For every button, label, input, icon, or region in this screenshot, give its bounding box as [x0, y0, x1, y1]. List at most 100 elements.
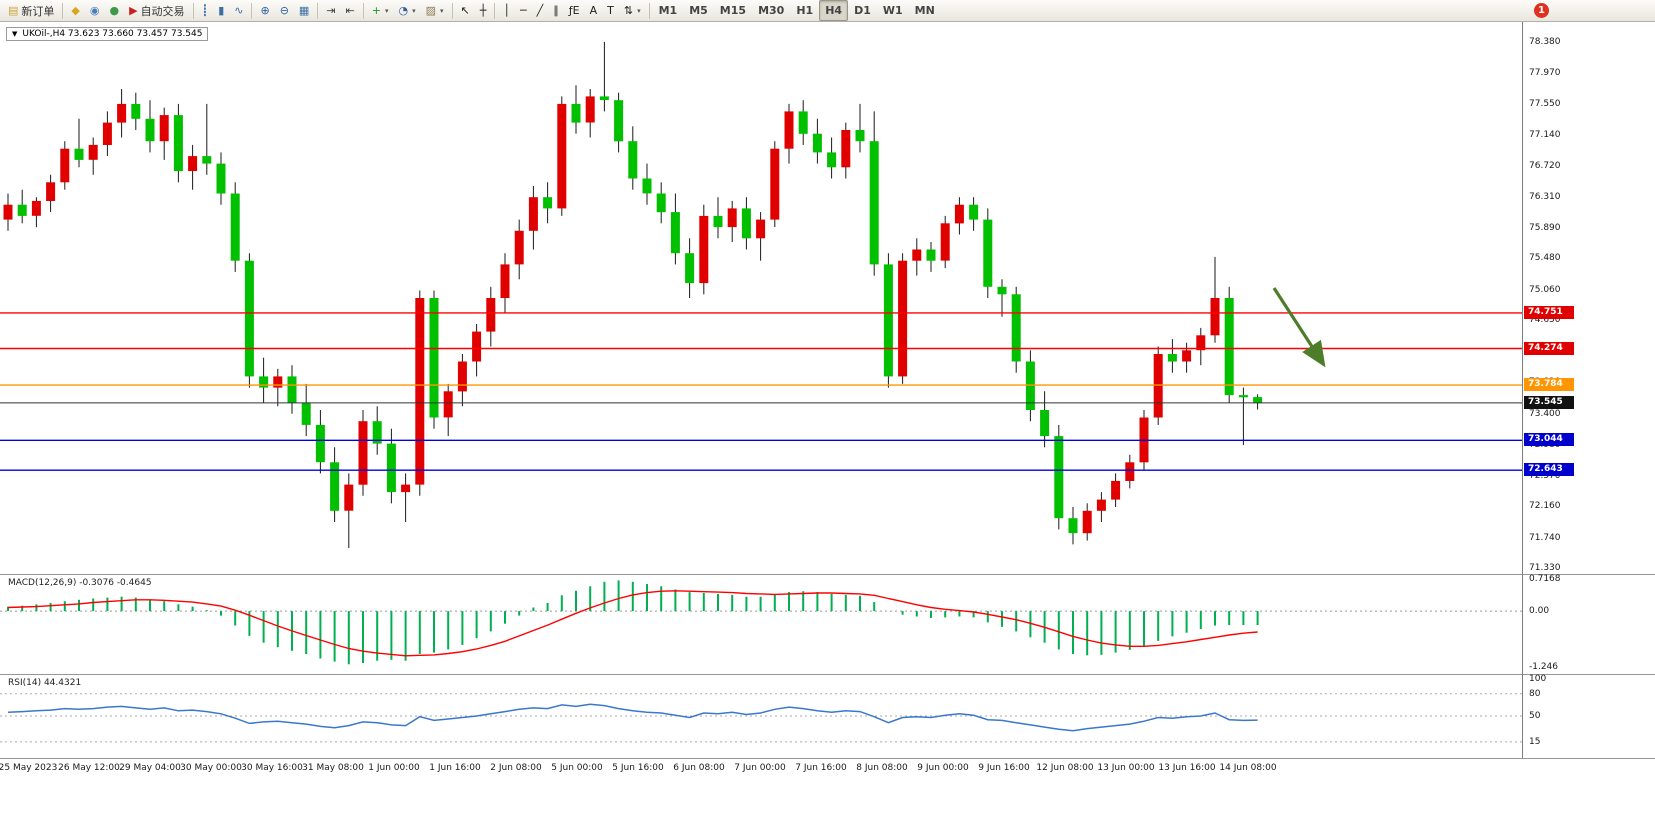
price-tag-73.044: 73.044	[1524, 433, 1574, 447]
dropdown-caret-icon[interactable]: ▾	[384, 6, 389, 15]
price-tag-72.643: 72.643	[1524, 463, 1574, 477]
cursor-arrow-icon: ↖	[460, 4, 470, 17]
timeframe-w1-button-label: W1	[882, 4, 903, 17]
bar-chart-button[interactable]: ┋	[197, 0, 214, 21]
crosshair-button[interactable]: ┼	[475, 0, 492, 21]
vertical-line-icon: │	[503, 4, 510, 17]
autotrading-button[interactable]: ▶ 自动交易	[124, 0, 189, 21]
trendline-button[interactable]: ╱	[532, 0, 549, 21]
price-tag-74.751: 74.751	[1524, 305, 1574, 319]
timeframe-d1-button[interactable]: D1	[848, 0, 877, 21]
toolbar-separator	[251, 2, 253, 19]
rsi-scale-label: 100	[1529, 674, 1547, 684]
timeframe-m5-button-label: M5	[689, 4, 708, 17]
horizontal-line-icon: ─	[520, 4, 527, 17]
timeframe-m5-button[interactable]: M5	[683, 0, 714, 21]
timeframe-h1-button[interactable]: H1	[790, 0, 819, 21]
timeframe-mn-button[interactable]: MN	[909, 0, 941, 21]
indicators-plus-icon: +	[371, 4, 381, 17]
panel-splitter[interactable]	[0, 674, 1655, 675]
chevron-down-icon[interactable]: ▼	[12, 30, 18, 38]
time-axis-label: 2 Jun 08:00	[490, 763, 542, 773]
price-tag-74.274: 74.274	[1524, 341, 1574, 355]
timeframe-m1-button-label: M1	[658, 4, 678, 17]
panel-splitter[interactable]	[0, 574, 1655, 575]
chart-shift-button[interactable]: ⇤	[341, 0, 360, 21]
timeframe-h4-button[interactable]: H4	[819, 0, 849, 21]
time-axis-label: 5 Jun 16:00	[612, 763, 664, 773]
rsi-indicator-chart[interactable]	[0, 675, 1522, 757]
new-order-button[interactable]: ▤ 新订单	[3, 0, 59, 21]
price-axis[interactable]: 78.380 77.970 77.550 77.140 76.720 76.310 75.8…	[1522, 22, 1655, 758]
time-axis-label: 30 May 16:00	[241, 763, 303, 773]
timeframe-m15-button[interactable]: M15	[714, 0, 752, 21]
dropdown-caret-icon[interactable]: ▾	[440, 6, 444, 15]
price-tick-label: 75.890	[1529, 222, 1561, 233]
zoom-in-button[interactable]: ⊕	[255, 0, 274, 21]
dropdown-caret-icon[interactable]: ▾	[412, 6, 416, 15]
text-button[interactable]: A	[585, 0, 603, 21]
auto-scroll-icon: ⇥	[326, 4, 336, 17]
time-axis-label: 5 Jun 00:00	[551, 763, 603, 773]
macd-indicator-chart[interactable]	[0, 575, 1522, 672]
timeframe-m30-button[interactable]: M30	[752, 0, 790, 21]
rsi-scale-label: 80	[1529, 688, 1541, 699]
candlestick-button[interactable]: ▮	[213, 0, 229, 21]
macd-indicator-label: MACD(12,26,9) -0.3076 -0.4645	[8, 578, 152, 588]
navigator-button[interactable]: ●	[104, 0, 124, 21]
timeframe-d1-button-label: D1	[854, 4, 871, 17]
grid-button[interactable]: ▦	[294, 0, 314, 21]
auto-scroll-button[interactable]: ⇥	[321, 0, 340, 21]
zoom-out-button[interactable]: ⊖	[275, 0, 294, 21]
market-watch-button[interactable]: ◉	[85, 0, 105, 21]
timeframe-m15-button-label: M15	[719, 4, 747, 17]
globe-icon: ●	[109, 4, 120, 17]
new-order-icon: ▤	[8, 4, 19, 17]
text-label-icon: T	[607, 4, 614, 17]
indicators-button[interactable]: + ▾	[367, 0, 394, 21]
toolbar-separator	[362, 2, 364, 19]
macd-scale-label: -1.246	[1529, 662, 1559, 673]
arrows-button[interactable]: ⇅ ▾	[619, 0, 646, 21]
line-chart-icon: ∿	[234, 4, 244, 17]
time-axis[interactable]: 25 May 2023 26 May 12:00 29 May 04:00 30 Ma…	[0, 759, 1655, 779]
toolbar-separator	[192, 2, 194, 19]
periods-button[interactable]: ◔ ▾	[393, 0, 420, 21]
vertical-line-button[interactable]: │	[498, 0, 515, 21]
trend-arrow-annotation[interactable]	[1272, 287, 1326, 368]
time-axis-label: 6 Jun 08:00	[673, 763, 725, 773]
channel-icon: ∥	[553, 4, 559, 17]
time-axis-label: 26 May 12:00	[58, 763, 120, 773]
price-tick-label: 75.480	[1529, 253, 1561, 264]
grid-icon: ▦	[298, 4, 310, 17]
metaeditor-button[interactable]: ◆	[66, 0, 84, 21]
templates-button[interactable]: ▨ ▾	[421, 0, 449, 21]
diamond-icon: ◆	[71, 4, 80, 17]
time-axis-label: 13 Jun 16:00	[1158, 763, 1216, 773]
crosshair-icon: ┼	[479, 4, 487, 17]
time-axis-label: 25 May 2023	[0, 763, 58, 773]
price-tick-label: 77.550	[1529, 98, 1561, 109]
cursor-button[interactable]: ↖	[456, 0, 475, 21]
timeframe-w1-button[interactable]: W1	[877, 0, 909, 21]
rsi-scale-label: 50	[1529, 711, 1541, 721]
timeframe-m30-button-label: M30	[758, 4, 785, 17]
autotrading-button-label: 自动交易	[140, 4, 185, 18]
candlestick-icon: ▮	[218, 4, 225, 17]
horizontal-line-button[interactable]: ─	[515, 0, 532, 21]
candlestick-chart[interactable]	[0, 22, 1522, 575]
time-axis-label: 31 May 08:00	[302, 763, 364, 773]
time-axis-label: 1 Jun 16:00	[429, 763, 481, 773]
line-chart-button[interactable]: ∿	[229, 0, 248, 21]
fibonacci-button[interactable]: ƒE	[564, 0, 585, 21]
clock-icon: ◔	[398, 4, 409, 17]
channel-button[interactable]: ∥	[548, 0, 564, 21]
price-tag-73.545: 73.545	[1524, 395, 1574, 409]
rsi-line	[7, 703, 1258, 732]
time-axis-label: 8 Jun 08:00	[856, 763, 908, 773]
dropdown-caret-icon[interactable]: ▾	[637, 6, 641, 15]
notifications-badge[interactable]: 1	[1534, 3, 1549, 18]
macd-histogram	[7, 580, 1259, 665]
timeframe-m1-button[interactable]: M1	[653, 0, 684, 21]
text-label-button[interactable]: T	[602, 0, 619, 21]
